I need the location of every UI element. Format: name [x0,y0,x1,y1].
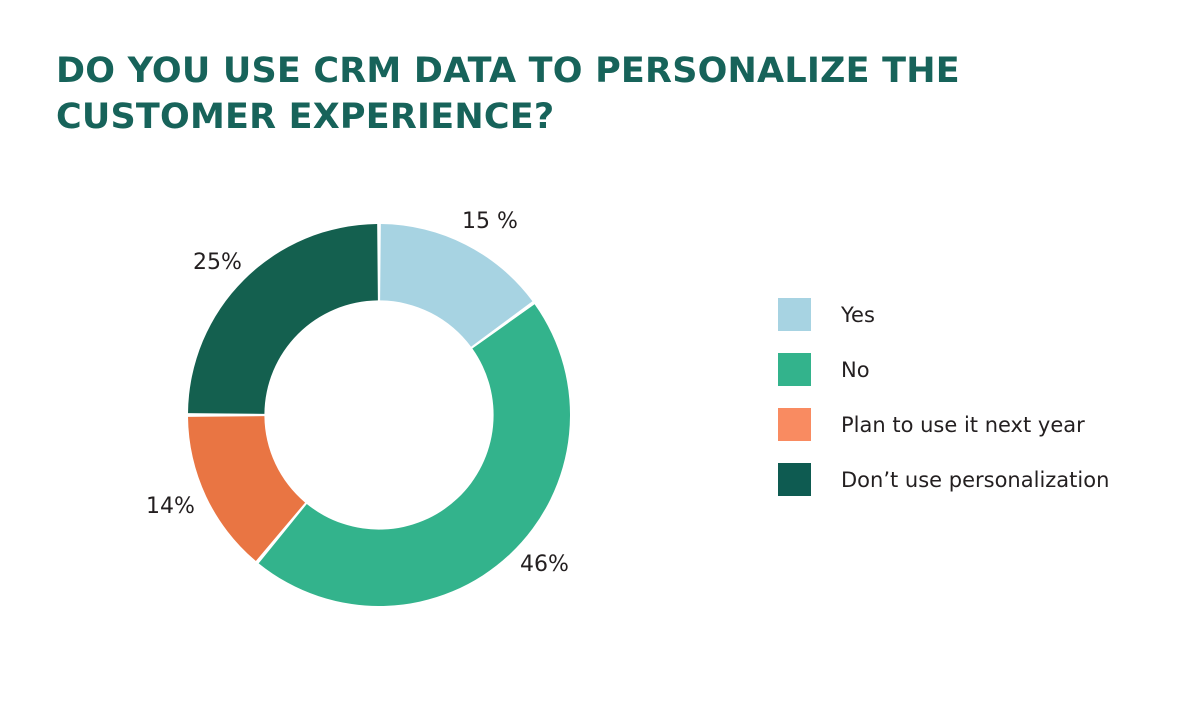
legend-item-label: Don’t use personalization [841,467,1110,492]
legend-swatch-icon [778,353,811,386]
donut-slice[interactable] [188,224,378,414]
legend-swatch-icon [778,463,811,496]
legend-item-label: Yes [841,302,875,327]
slice-value-label-dont-use-personalization: 25% [193,250,242,275]
legend-item[interactable]: Don’t use personalization [778,463,1178,496]
donut-chart [188,224,570,606]
page-title: Do you use CRM data to personalize the c… [56,51,960,137]
legend-swatch-icon [778,298,811,331]
slice-value-label-plan-to-use-it-next-year: 14% [146,494,195,519]
legend-swatch-icon [778,408,811,441]
donut-slice[interactable] [380,224,533,347]
legend-item[interactable]: Yes [778,298,1178,331]
chart-legend: Yes No Plan to use it next year Don’t use p… [778,298,1178,496]
slice-value-label-yes: 15 % [462,209,518,234]
legend-item[interactable]: No [778,353,1178,386]
donut-slice[interactable] [258,304,570,606]
legend-item[interactable]: Plan to use it next year [778,408,1178,441]
donut-chart-svg [188,224,570,606]
legend-item-label: Plan to use it next year [841,412,1085,437]
legend-item-label: No [841,357,870,382]
donut-slice[interactable] [188,416,306,561]
donut-slice-group [188,224,570,606]
slice-value-label-no: 46% [520,552,569,577]
